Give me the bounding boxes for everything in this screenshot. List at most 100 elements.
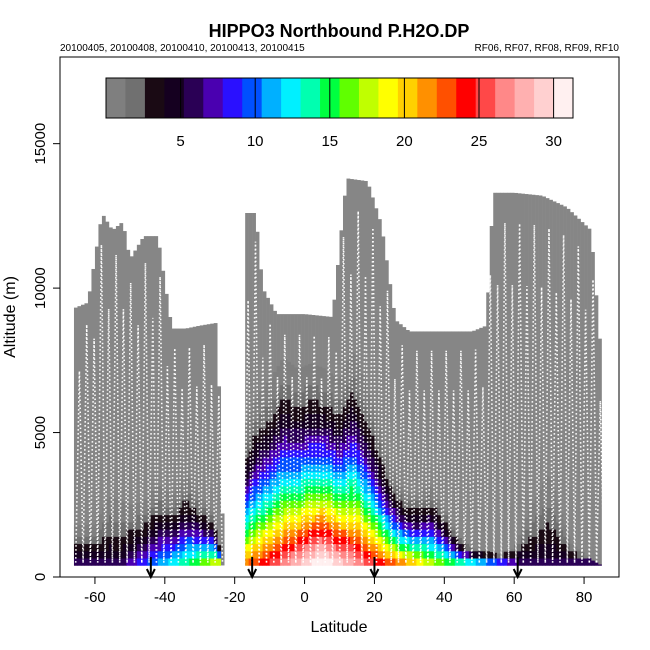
moisture-cell bbox=[549, 529, 553, 537]
colorbar-cell bbox=[436, 78, 457, 118]
moisture-cell bbox=[129, 543, 134, 552]
moisture-cell bbox=[412, 558, 417, 566]
moisture-cell bbox=[346, 471, 351, 480]
moisture-cell bbox=[367, 543, 372, 552]
moisture-cell bbox=[353, 392, 358, 400]
moisture-cell bbox=[360, 435, 365, 443]
moisture-cell bbox=[329, 478, 333, 487]
moisture-cell bbox=[308, 486, 312, 494]
moisture-cell bbox=[346, 543, 351, 552]
moisture-cell bbox=[255, 551, 260, 559]
moisture-cell bbox=[322, 536, 326, 545]
moisture-cell bbox=[311, 507, 316, 516]
moisture-cell bbox=[538, 543, 543, 552]
moisture-cell bbox=[133, 551, 138, 559]
ceiling-cell bbox=[426, 331, 431, 566]
moisture-cell bbox=[423, 522, 428, 530]
moisture-cell bbox=[308, 514, 312, 523]
moisture-cell bbox=[315, 449, 319, 458]
moisture-cell bbox=[143, 507, 148, 516]
moisture-cell bbox=[308, 471, 312, 480]
moisture-cell bbox=[391, 522, 396, 530]
moisture-cell bbox=[556, 551, 560, 559]
moisture-cell bbox=[196, 551, 201, 559]
moisture-cell bbox=[150, 514, 155, 523]
moisture-cell bbox=[280, 435, 284, 443]
moisture-cell bbox=[419, 529, 424, 537]
moisture-cell bbox=[150, 543, 155, 552]
moisture-cell bbox=[388, 558, 393, 566]
moisture-cell bbox=[318, 428, 323, 436]
moisture-cell bbox=[315, 370, 319, 378]
moisture-cell bbox=[101, 543, 106, 552]
moisture-cell bbox=[311, 392, 316, 400]
moisture-cell bbox=[398, 536, 403, 545]
moisture-cell bbox=[157, 486, 162, 494]
moisture-cell bbox=[318, 551, 323, 559]
moisture-cell bbox=[129, 514, 134, 523]
moisture-cell bbox=[318, 507, 323, 516]
moisture-cell bbox=[346, 493, 351, 501]
moisture-cell bbox=[329, 442, 333, 451]
moisture-cell bbox=[304, 370, 309, 378]
moisture-cell bbox=[262, 406, 267, 415]
moisture-cell bbox=[336, 442, 340, 451]
moisture-cell bbox=[370, 500, 375, 508]
moisture-cell bbox=[332, 428, 337, 436]
moisture-cell bbox=[252, 507, 256, 516]
moisture-cell bbox=[273, 457, 277, 465]
moisture-cell bbox=[507, 551, 511, 559]
ceiling-cell bbox=[381, 236, 386, 566]
moisture-cell bbox=[248, 428, 253, 436]
moisture-cell bbox=[322, 493, 326, 501]
moisture-cell bbox=[398, 543, 403, 552]
colorbar-cell bbox=[358, 78, 379, 118]
moisture-cell bbox=[342, 370, 347, 378]
moisture-cell bbox=[402, 514, 407, 523]
moisture-cell bbox=[545, 476, 550, 480]
moisture-cell bbox=[367, 529, 372, 537]
ceiling-cell bbox=[468, 331, 473, 566]
moisture-cell bbox=[486, 558, 491, 566]
moisture-cell bbox=[388, 514, 393, 523]
moisture-cell bbox=[171, 529, 176, 537]
moisture-cell bbox=[115, 507, 120, 516]
moisture-cell bbox=[360, 413, 365, 422]
moisture-cell bbox=[322, 449, 326, 458]
moisture-cell bbox=[252, 486, 256, 494]
moisture-cell bbox=[346, 377, 351, 386]
moisture-cell bbox=[416, 507, 421, 516]
moisture-cell bbox=[105, 522, 110, 530]
moisture-cell bbox=[182, 558, 187, 566]
moisture-cell bbox=[384, 514, 389, 523]
moisture-cell bbox=[349, 384, 354, 393]
ceiling-cell bbox=[182, 328, 187, 566]
moisture-cell bbox=[517, 536, 522, 545]
moisture-cell bbox=[468, 551, 473, 559]
moisture-cell bbox=[381, 486, 386, 494]
moisture-cell bbox=[301, 514, 305, 523]
moisture-cell bbox=[482, 550, 487, 552]
moisture-cell bbox=[248, 449, 253, 458]
moisture-cell bbox=[154, 551, 159, 559]
moisture-cell bbox=[325, 522, 330, 530]
moisture-cell bbox=[426, 543, 431, 552]
moisture-cell bbox=[426, 536, 431, 545]
moisture-cell bbox=[287, 507, 291, 516]
moisture-cell bbox=[353, 514, 358, 523]
moisture-cell bbox=[384, 536, 389, 545]
moisture-cell bbox=[363, 421, 368, 429]
moisture-cell bbox=[363, 384, 368, 386]
moisture-cell bbox=[276, 558, 281, 566]
moisture-cell bbox=[206, 507, 211, 516]
moisture-cell bbox=[322, 457, 326, 465]
moisture-cell bbox=[154, 507, 159, 516]
moisture-cell bbox=[280, 514, 284, 523]
colorbar-frame bbox=[105, 77, 574, 119]
moisture-cell bbox=[332, 522, 337, 530]
moisture-cell bbox=[304, 428, 309, 436]
moisture-cell bbox=[346, 551, 351, 559]
moisture-cell bbox=[332, 543, 337, 552]
moisture-cell bbox=[245, 449, 249, 458]
moisture-cell bbox=[217, 558, 222, 566]
